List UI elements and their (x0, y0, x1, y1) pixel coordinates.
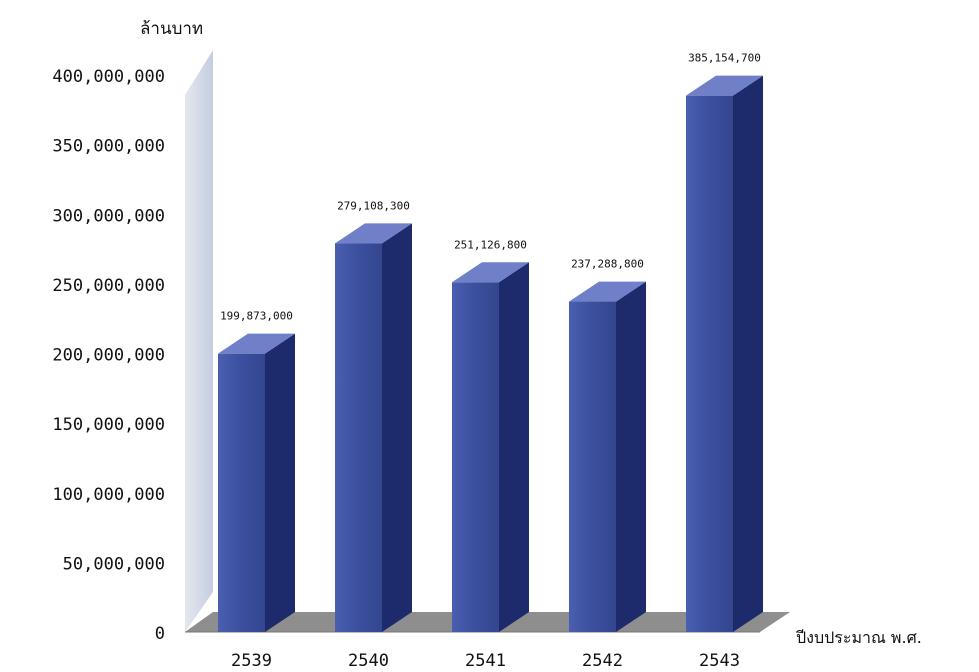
bar-2539 (218, 333, 295, 632)
x-tick-label: 2539 (231, 651, 272, 671)
x-axis-title: ปีงบประมาณ พ.ศ. (796, 628, 922, 647)
x-tick-label: 2543 (699, 651, 740, 671)
x-tick-label: 2540 (348, 651, 389, 671)
y-tick-label: 50,000,000 (63, 554, 165, 574)
bar-front (218, 353, 265, 632)
bar-top (686, 75, 763, 96)
bar-front (686, 95, 733, 633)
bar-side (499, 262, 529, 632)
value-label: 279,108,300 (337, 199, 410, 212)
y-tick-label: 300,000,000 (52, 206, 165, 226)
y-tick-label: 350,000,000 (52, 137, 165, 157)
bar-side (616, 281, 646, 632)
y-tick-labels: 0 50,000,000 100,000,000 150,000,000 200,000… (52, 67, 165, 644)
value-label: 199,873,000 (220, 310, 293, 323)
y-tick-label: 0 (155, 624, 165, 644)
y-tick-label: 100,000,000 (52, 485, 165, 505)
bar-side (733, 75, 763, 633)
bar-front (335, 243, 382, 633)
y-axis-title: ล้านบาท (140, 19, 203, 39)
bar-top (569, 281, 646, 302)
value-label: 251,126,800 (454, 238, 527, 251)
bar-top (335, 223, 412, 244)
x-tick-labels: 2539 2540 2541 2542 2543 (231, 651, 740, 671)
bar-2541 (452, 262, 529, 632)
bar-2540 (335, 223, 412, 633)
bar-front (452, 282, 499, 632)
x-tick-label: 2541 (465, 651, 506, 671)
value-label: 385,154,700 (688, 52, 761, 65)
bar-2542 (569, 281, 646, 632)
y-tick-label: 200,000,000 (52, 346, 165, 366)
bar-side (382, 223, 412, 633)
chart-back-wall (185, 50, 213, 632)
bar-2543 (686, 75, 763, 633)
bar-front (569, 301, 616, 632)
y-tick-label: 250,000,000 (52, 276, 165, 296)
bars (218, 75, 763, 633)
value-labels: 199,873,000 279,108,300 251,126,800 237,288… (220, 52, 761, 323)
x-tick-label: 2542 (582, 651, 623, 671)
bar-top (452, 262, 529, 283)
value-label: 237,288,800 (571, 258, 644, 271)
y-tick-label: 400,000,000 (52, 67, 165, 87)
y-tick-label: 150,000,000 (52, 415, 165, 435)
bar-top (218, 333, 295, 354)
bar-side (265, 333, 295, 632)
